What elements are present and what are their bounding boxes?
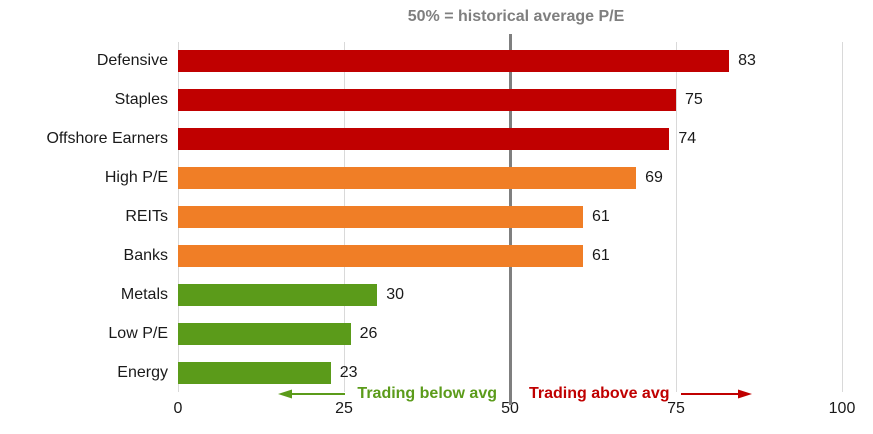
- x-axis: 0 25 50 75 100: [174, 400, 856, 422]
- x-tick-label: 50: [501, 400, 519, 417]
- plot-area: Defensive 83 Staples 75 Offshore Earners 74 Hi…: [46, 34, 843, 405]
- bar-row: Staples 75: [115, 81, 842, 120]
- bar-row: Banks 61: [124, 236, 842, 275]
- value-label: 26: [359, 324, 378, 342]
- category-label: Low P/E: [108, 324, 168, 342]
- bar-row: REITs 61: [125, 198, 842, 237]
- bar: [178, 205, 584, 228]
- annotation-label-above: Trading above avg: [529, 385, 670, 402]
- category-label: Staples: [114, 91, 168, 109]
- gridline: [842, 42, 843, 392]
- gridline: [676, 42, 677, 392]
- bar-row: Energy 23: [117, 353, 842, 392]
- category-label: Energy: [117, 363, 168, 381]
- x-tick-label: 75: [667, 400, 685, 417]
- right-arrow-icon: [681, 389, 753, 399]
- bar: [178, 128, 670, 151]
- annotation-trading-above: Trading above avg: [529, 383, 753, 405]
- annotation-label-below: Trading below avg: [357, 385, 497, 402]
- bar-row: Metals 30: [121, 275, 842, 314]
- bar: [178, 322, 351, 345]
- bar: [178, 167, 637, 190]
- x-tick-label: 25: [335, 400, 353, 417]
- category-label: Offshore Earners: [46, 130, 168, 148]
- category-label: High P/E: [104, 169, 168, 187]
- category-label: Metals: [120, 285, 168, 303]
- bar: [178, 89, 676, 112]
- bar: [178, 50, 730, 73]
- category-label: Banks: [123, 246, 168, 264]
- left-arrow-icon: [278, 389, 346, 399]
- value-label: 30: [386, 285, 404, 303]
- bar: [178, 244, 584, 267]
- value-label: 61: [592, 207, 610, 225]
- bar: [178, 361, 331, 384]
- value-label: 61: [592, 246, 610, 264]
- bar-row: Offshore Earners 74: [46, 120, 842, 159]
- value-label: 74: [678, 130, 697, 148]
- bar-row: High P/E 69: [105, 159, 842, 198]
- value-label: 69: [645, 169, 663, 187]
- x-tick-label: 100: [828, 400, 856, 417]
- category-label: Defensive: [96, 52, 168, 70]
- value-label: 75: [685, 91, 703, 109]
- x-tick-label: 0: [173, 400, 183, 417]
- chart-title: 50% = historical average P/E: [407, 8, 625, 25]
- bar-row: Defensive 83: [97, 42, 842, 81]
- value-label: 83: [738, 52, 756, 70]
- bar: [178, 283, 378, 306]
- category-label: REITs: [125, 207, 168, 225]
- bar-row: Low P/E 26: [108, 314, 842, 353]
- value-label: 23: [339, 363, 358, 381]
- annotation-trading-below: Trading below avg: [278, 383, 497, 405]
